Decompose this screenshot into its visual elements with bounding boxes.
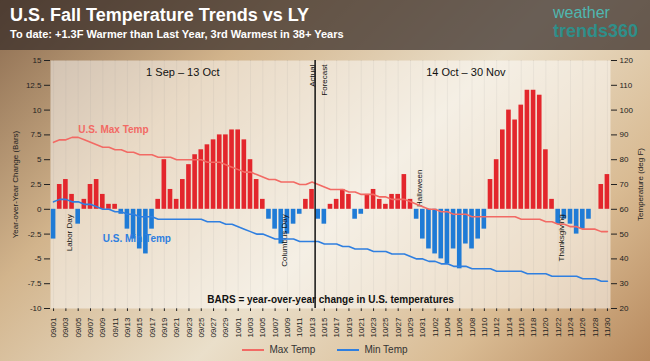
svg-text:09/19: 09/19 [160,317,169,338]
svg-text:09/15: 09/15 [135,317,144,338]
svg-text:Halloween: Halloween [415,170,424,207]
svg-text:BARS = year-over-year change i: BARS = year-over-year change in U.S. tem… [207,294,454,305]
svg-text:80: 80 [620,155,629,164]
svg-text:Thanksgiving: Thanksgiving [557,214,566,261]
svg-text:10/25: 10/25 [381,317,390,338]
html-text:U.S. Fall Temperature Trends v: U.S. Fall Temperature Trends vs LY [10,5,310,25]
svg-text:09/21: 09/21 [172,317,181,338]
html-text:weather: weather [553,4,610,21]
html-text:Min Temp: Min Temp [364,343,408,355]
svg-text:60: 60 [620,205,629,214]
svg-text:110: 110 [620,81,633,90]
svg-text:09/13: 09/13 [123,317,132,338]
svg-text:10/27: 10/27 [394,317,403,338]
svg-text:09/27: 09/27 [209,317,218,338]
svg-text:14 Oct – 30 Nov: 14 Oct – 30 Nov [426,66,506,78]
svg-text:11/10: 11/10 [480,317,489,337]
svg-text:11/16: 11/16 [517,317,526,337]
svg-text:120: 120 [620,56,634,65]
svg-text:11/02: 11/02 [431,317,440,337]
svg-text:11/12: 11/12 [492,317,501,337]
svg-text:Actual: Actual [308,64,317,86]
svg-text:09/29: 09/29 [221,317,230,338]
svg-text:0: 0 [37,205,42,214]
svg-text:2.5: 2.5 [30,180,42,189]
svg-text:11/14: 11/14 [505,317,514,337]
svg-text:10/01: 10/01 [234,317,243,338]
svg-text:09/25: 09/25 [197,317,206,338]
svg-text:-7.5: -7.5 [28,279,42,288]
svg-text:12.5: 12.5 [26,81,42,90]
svg-text:Columbus Day: Columbus Day [280,214,289,266]
svg-text:7.5: 7.5 [30,130,42,139]
svg-text:-5: -5 [34,254,42,263]
svg-text:11/26: 11/26 [578,317,587,337]
svg-text:09/23: 09/23 [185,317,194,338]
svg-text:10/29: 10/29 [406,317,415,338]
svg-text:U.S. Max Temp: U.S. Max Temp [78,124,148,135]
svg-text:15: 15 [33,56,42,65]
html-text:trends360: trends360 [553,21,638,41]
svg-text:10/17: 10/17 [332,317,341,338]
svg-text:10/23: 10/23 [369,317,378,338]
svg-text:11/28: 11/28 [591,317,600,337]
svg-text:100: 100 [620,106,634,115]
svg-text:11/24: 11/24 [566,317,575,337]
svg-text:-2.5: -2.5 [28,230,42,239]
svg-text:Labor Day: Labor Day [65,214,74,251]
svg-text:30: 30 [620,279,629,288]
html-text:Max Temp: Max Temp [269,343,316,355]
svg-text:11/22: 11/22 [554,317,563,337]
svg-text:U.S. Min Temp: U.S. Min Temp [103,233,171,244]
svg-text:10/31: 10/31 [418,317,427,338]
svg-text:09/17: 09/17 [148,317,157,338]
svg-text:Year-over-Year Change (Bars): Year-over-Year Change (Bars) [11,130,20,238]
svg-text:09/01: 09/01 [49,317,58,338]
svg-text:10/11: 10/11 [295,317,304,337]
svg-text:70: 70 [620,180,629,189]
svg-text:20: 20 [620,304,629,313]
svg-text:10/15: 10/15 [320,317,329,338]
html-text:To date: +1.3F Warmer than Las: To date: +1.3F Warmer than Last Year, 3r… [10,28,344,40]
svg-text:10/07: 10/07 [271,317,280,338]
svg-text:09/07: 09/07 [86,317,95,338]
svg-text:40: 40 [620,254,629,263]
svg-text:11/30: 11/30 [603,317,612,337]
svg-text:10: 10 [33,106,42,115]
svg-text:1 Sep – 13 Oct: 1 Sep – 13 Oct [146,66,219,78]
svg-text:10/03: 10/03 [246,317,255,338]
svg-text:11/04: 11/04 [443,317,452,337]
svg-text:11/06: 11/06 [455,317,464,337]
svg-text:90: 90 [620,130,629,139]
svg-text:09/09: 09/09 [98,317,107,338]
svg-text:11/08: 11/08 [468,317,477,337]
svg-text:-10: -10 [30,304,42,313]
svg-text:Temperature (deg F): Temperature (deg F) [636,148,645,221]
svg-text:10/19: 10/19 [345,317,354,338]
svg-text:Forecast: Forecast [320,64,329,96]
svg-text:11/20: 11/20 [541,317,550,337]
svg-text:09/11: 09/11 [111,317,120,337]
svg-text:10/13: 10/13 [308,317,317,338]
svg-text:11/18: 11/18 [529,317,538,337]
svg-text:10/21: 10/21 [357,317,366,338]
svg-text:10/05: 10/05 [258,317,267,338]
svg-text:09/03: 09/03 [61,317,70,338]
svg-text:5: 5 [37,155,42,164]
svg-text:10/09: 10/09 [283,317,292,338]
svg-text:09/05: 09/05 [74,317,83,338]
svg-text:50: 50 [620,230,629,239]
